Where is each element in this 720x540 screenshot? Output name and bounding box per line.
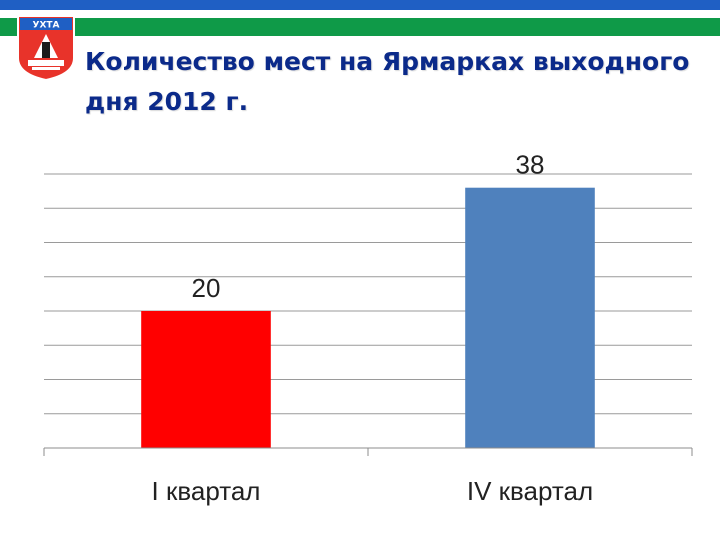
title-line-1: Количество мест на Ярмарках выходного: [85, 47, 690, 76]
category-label-2: IV квартал: [467, 476, 593, 506]
chart-x-axis: [43, 447, 693, 456]
category-label-1: I квартал: [152, 476, 261, 506]
coat-of-arms-emblem: УХТА: [17, 15, 75, 82]
bar-1: [141, 311, 271, 448]
bar-2: [465, 187, 595, 448]
data-label-2: 38: [516, 150, 545, 180]
chart-bars: [141, 187, 595, 448]
chart-category-labels: I квартал IV квартал: [152, 476, 594, 506]
header-blue-stripe: [0, 0, 720, 10]
data-label-1: 20: [192, 273, 221, 303]
header-green-stripe: [0, 18, 720, 36]
title-line-2: дня 2012 г.: [85, 87, 249, 116]
emblem-text: УХТА: [33, 21, 60, 31]
page-title: Количество мест на Ярмарках выходного дн…: [85, 42, 705, 122]
